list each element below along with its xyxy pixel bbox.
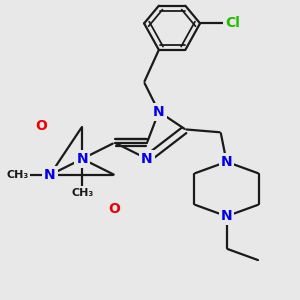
Text: CH₃: CH₃ — [6, 170, 28, 180]
Text: N: N — [141, 152, 153, 166]
Text: N: N — [44, 168, 56, 182]
Text: N: N — [221, 209, 232, 223]
Text: Cl: Cl — [225, 16, 240, 30]
Text: N: N — [221, 155, 232, 169]
Text: N: N — [153, 105, 165, 119]
Text: CH₃: CH₃ — [71, 188, 93, 198]
Text: N: N — [76, 152, 88, 166]
Text: O: O — [109, 202, 121, 216]
Text: O: O — [35, 119, 47, 134]
